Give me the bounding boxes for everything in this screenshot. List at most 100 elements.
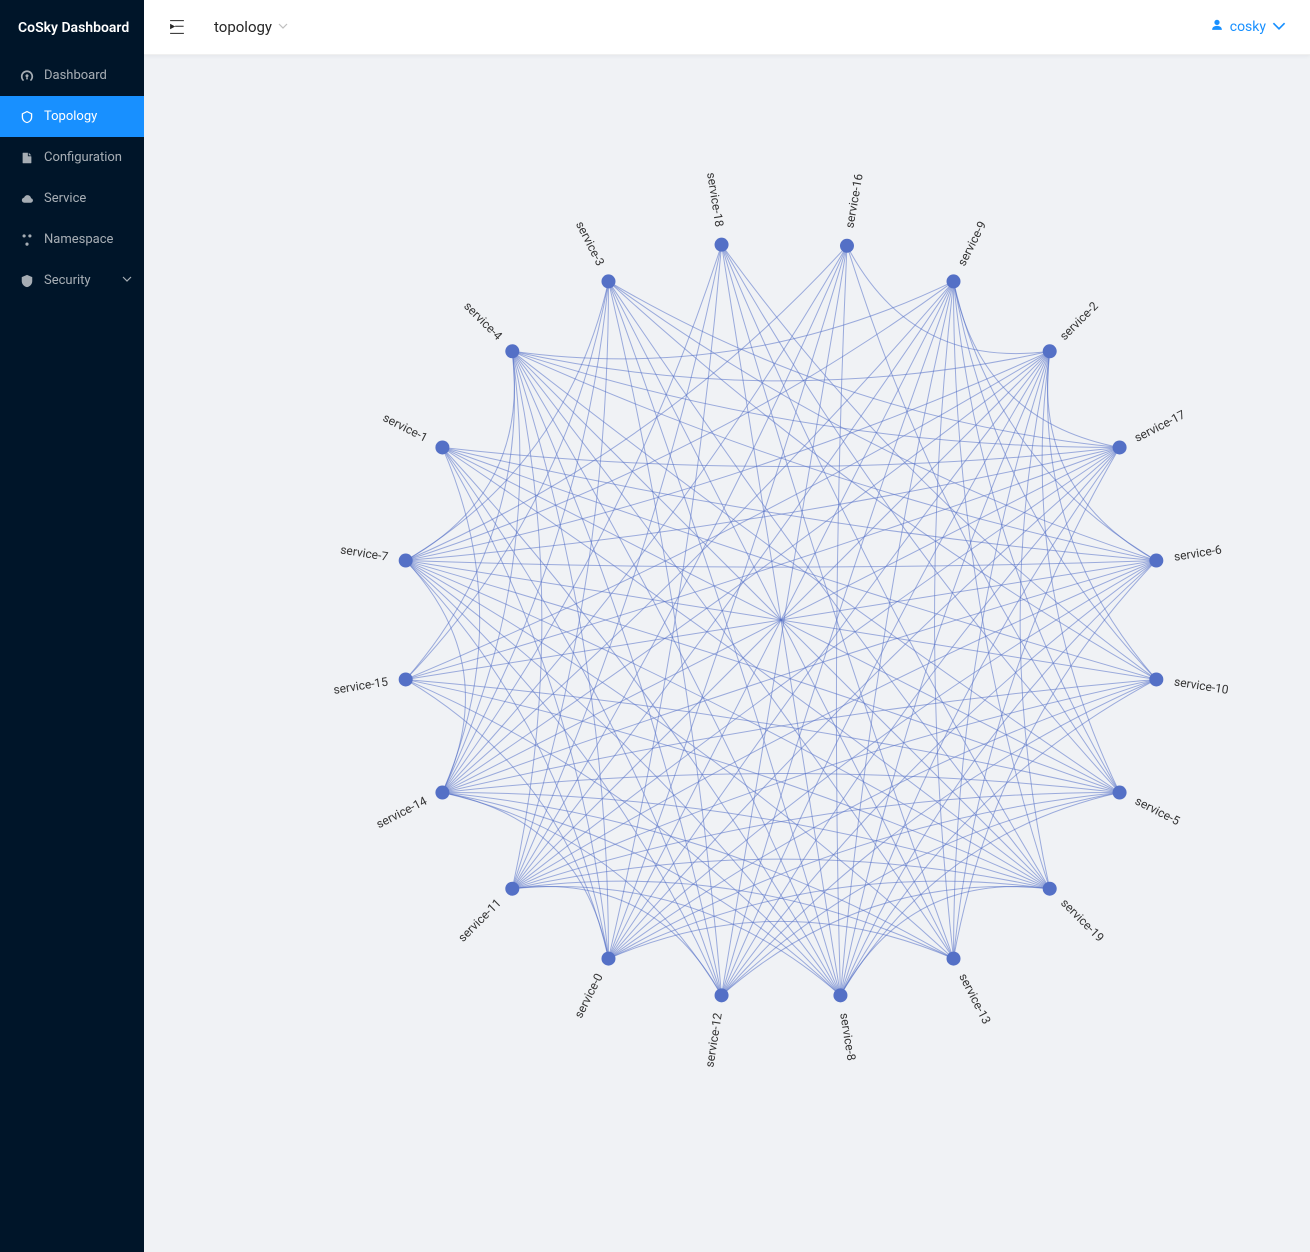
topology-node[interactable] xyxy=(1043,344,1057,358)
topology-node-label: service-12 xyxy=(702,1012,724,1069)
topology-node-label: service-17 xyxy=(1132,407,1188,445)
topology-node[interactable] xyxy=(715,238,729,252)
sidebar-item-service[interactable]: Service xyxy=(0,178,144,219)
app-root: CoSky Dashboard Dashboard Topology Confi… xyxy=(0,0,1310,1252)
sidebar-item-configuration[interactable]: Configuration xyxy=(0,137,144,178)
topology-edge xyxy=(512,881,953,958)
topology-edge xyxy=(847,246,1050,354)
main-column: topology cosky service-16service-18servi… xyxy=(144,0,1310,1252)
topology-node-label: service-2 xyxy=(1057,299,1101,343)
topology-edge xyxy=(442,447,479,792)
topology-edge xyxy=(1042,351,1119,792)
topology-node[interactable] xyxy=(399,672,413,686)
cloud-icon xyxy=(20,192,34,206)
sidebar-item-dashboard[interactable]: Dashboard xyxy=(0,55,144,96)
breadcrumb-namespace-select[interactable]: topology xyxy=(214,18,288,36)
nodes-icon xyxy=(20,233,34,247)
topology-chart[interactable]: service-16 service-18 service-3 service-4 se… xyxy=(144,55,1310,1252)
topology-node-label: service-9 xyxy=(955,219,989,268)
content-area: service-16 service-18 service-3 service-4 se… xyxy=(144,55,1310,1252)
topology-edge xyxy=(836,246,847,996)
topology-node[interactable] xyxy=(1113,440,1127,454)
topology-edge xyxy=(840,793,1119,996)
topology-node[interactable] xyxy=(833,988,847,1002)
sidebar-item-label: Topology xyxy=(44,109,97,124)
topology-node-label: service-19 xyxy=(1058,896,1107,945)
topology-icon xyxy=(20,110,34,124)
topology-node[interactable] xyxy=(601,952,615,966)
topology-node[interactable] xyxy=(1149,554,1163,568)
topology-edge xyxy=(406,679,609,958)
topology-edge xyxy=(406,561,1157,568)
topology-node[interactable] xyxy=(601,274,615,288)
topology-edge xyxy=(406,561,1120,793)
topology-edge xyxy=(954,281,1157,560)
topology-edge xyxy=(512,351,1119,792)
topology-edge xyxy=(608,351,1049,958)
sidebar-item-label: Namespace xyxy=(44,232,113,247)
dashboard-icon xyxy=(20,69,34,83)
topology-node[interactable] xyxy=(1043,882,1057,896)
topology-node-label: service-13 xyxy=(956,971,993,1026)
user-name: cosky xyxy=(1230,19,1266,35)
topology-node-label: service-14 xyxy=(374,794,430,832)
topology-edge xyxy=(406,351,515,679)
chevron-down-icon xyxy=(278,21,288,34)
topology-edge xyxy=(406,281,609,560)
topology-node-label: service-3 xyxy=(573,219,607,268)
topology-node[interactable] xyxy=(715,988,729,1002)
topology-edge xyxy=(608,793,1119,959)
topology-node-label: service-1 xyxy=(381,410,430,444)
topology-node-label: service-8 xyxy=(837,1012,858,1062)
topology-node-label: service-7 xyxy=(339,542,389,563)
topology-node[interactable] xyxy=(435,440,449,454)
brand-title: CoSky Dashboard xyxy=(0,0,144,55)
chevron-down-icon xyxy=(122,273,132,288)
shield-icon xyxy=(20,274,34,288)
topology-edge xyxy=(442,561,1156,793)
sidebar-item-label: Security xyxy=(44,273,91,288)
topology-edge xyxy=(1048,351,1157,679)
sidebar-item-label: Configuration xyxy=(44,150,122,165)
topology-node-label: service-15 xyxy=(332,674,389,696)
user-menu[interactable]: cosky xyxy=(1210,18,1286,36)
topology-node[interactable] xyxy=(947,952,961,966)
breadcrumb-label: topology xyxy=(214,18,272,36)
sidebar-item-security[interactable]: Security xyxy=(0,260,144,301)
user-icon xyxy=(1210,18,1224,36)
topology-node-label: service-10 xyxy=(1173,675,1230,697)
topology-node-label: service-6 xyxy=(1173,542,1223,563)
header: topology cosky xyxy=(144,0,1310,55)
topology-node[interactable] xyxy=(435,786,449,800)
file-icon xyxy=(20,151,34,165)
topology-node[interactable] xyxy=(1113,786,1127,800)
topology-edge xyxy=(442,351,1049,792)
topology-node[interactable] xyxy=(1149,672,1163,686)
topology-node-label: service-11 xyxy=(455,896,504,945)
topology-node-label: service-0 xyxy=(571,971,605,1020)
topology-node-label: service-18 xyxy=(704,171,726,228)
topology-edge xyxy=(406,679,1050,888)
topology-node-label: service-16 xyxy=(842,172,865,229)
chevron-down-icon xyxy=(1272,19,1286,36)
sidebar-item-label: Dashboard xyxy=(44,68,107,83)
topology-node[interactable] xyxy=(840,239,854,253)
sidebar-item-namespace[interactable]: Namespace xyxy=(0,219,144,260)
topology-node-label: service-4 xyxy=(461,299,505,343)
topology-node[interactable] xyxy=(505,344,519,358)
topology-edge xyxy=(512,887,840,996)
topology-edge xyxy=(608,921,953,958)
topology-node[interactable] xyxy=(505,882,519,896)
sidebar-item-topology[interactable]: Topology xyxy=(0,96,144,137)
sidebar: CoSky Dashboard Dashboard Topology Confi… xyxy=(0,0,144,1252)
sidebar-collapse-button[interactable] xyxy=(168,18,186,36)
topology-node-label: service-5 xyxy=(1133,794,1182,828)
topology-node[interactable] xyxy=(399,554,413,568)
topology-node[interactable] xyxy=(947,274,961,288)
topology-edge xyxy=(512,281,953,358)
sidebar-item-label: Service xyxy=(44,191,86,206)
topology-edge xyxy=(442,793,721,996)
topology-edge xyxy=(608,881,1049,958)
sidebar-menu: Dashboard Topology Configuration Service xyxy=(0,55,144,301)
topology-edges xyxy=(406,245,1157,996)
